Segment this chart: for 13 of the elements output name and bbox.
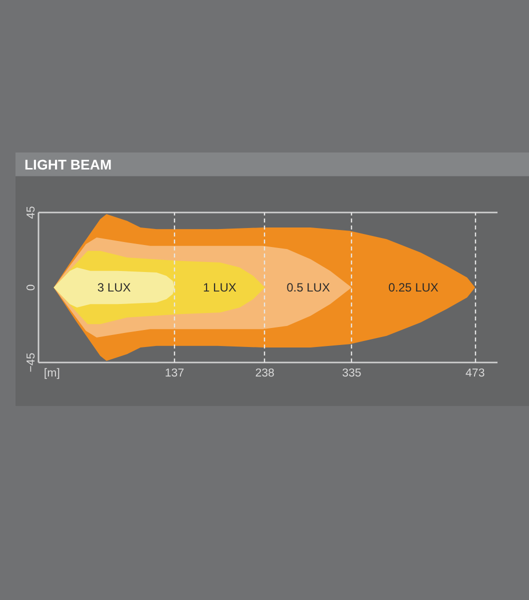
series-label: 0.5 LUX	[286, 280, 330, 294]
x-axis-title: [m]	[44, 368, 60, 380]
x-tick-label: 473	[466, 368, 485, 380]
y-tick-label: 0	[26, 284, 38, 291]
x-tick-label: 335	[342, 368, 362, 380]
series-label: 1 LUX	[203, 280, 236, 294]
chart-title: LIGHT BEAM	[24, 156, 112, 172]
y-tick-label: 45	[26, 206, 38, 219]
series-label: 0.25 LUX	[388, 280, 438, 294]
x-tick-label: 238	[255, 368, 274, 380]
series-label: 3 LUX	[97, 280, 131, 294]
x-tick-label: 137	[164, 368, 184, 380]
y-tick-label: −45	[26, 352, 38, 372]
